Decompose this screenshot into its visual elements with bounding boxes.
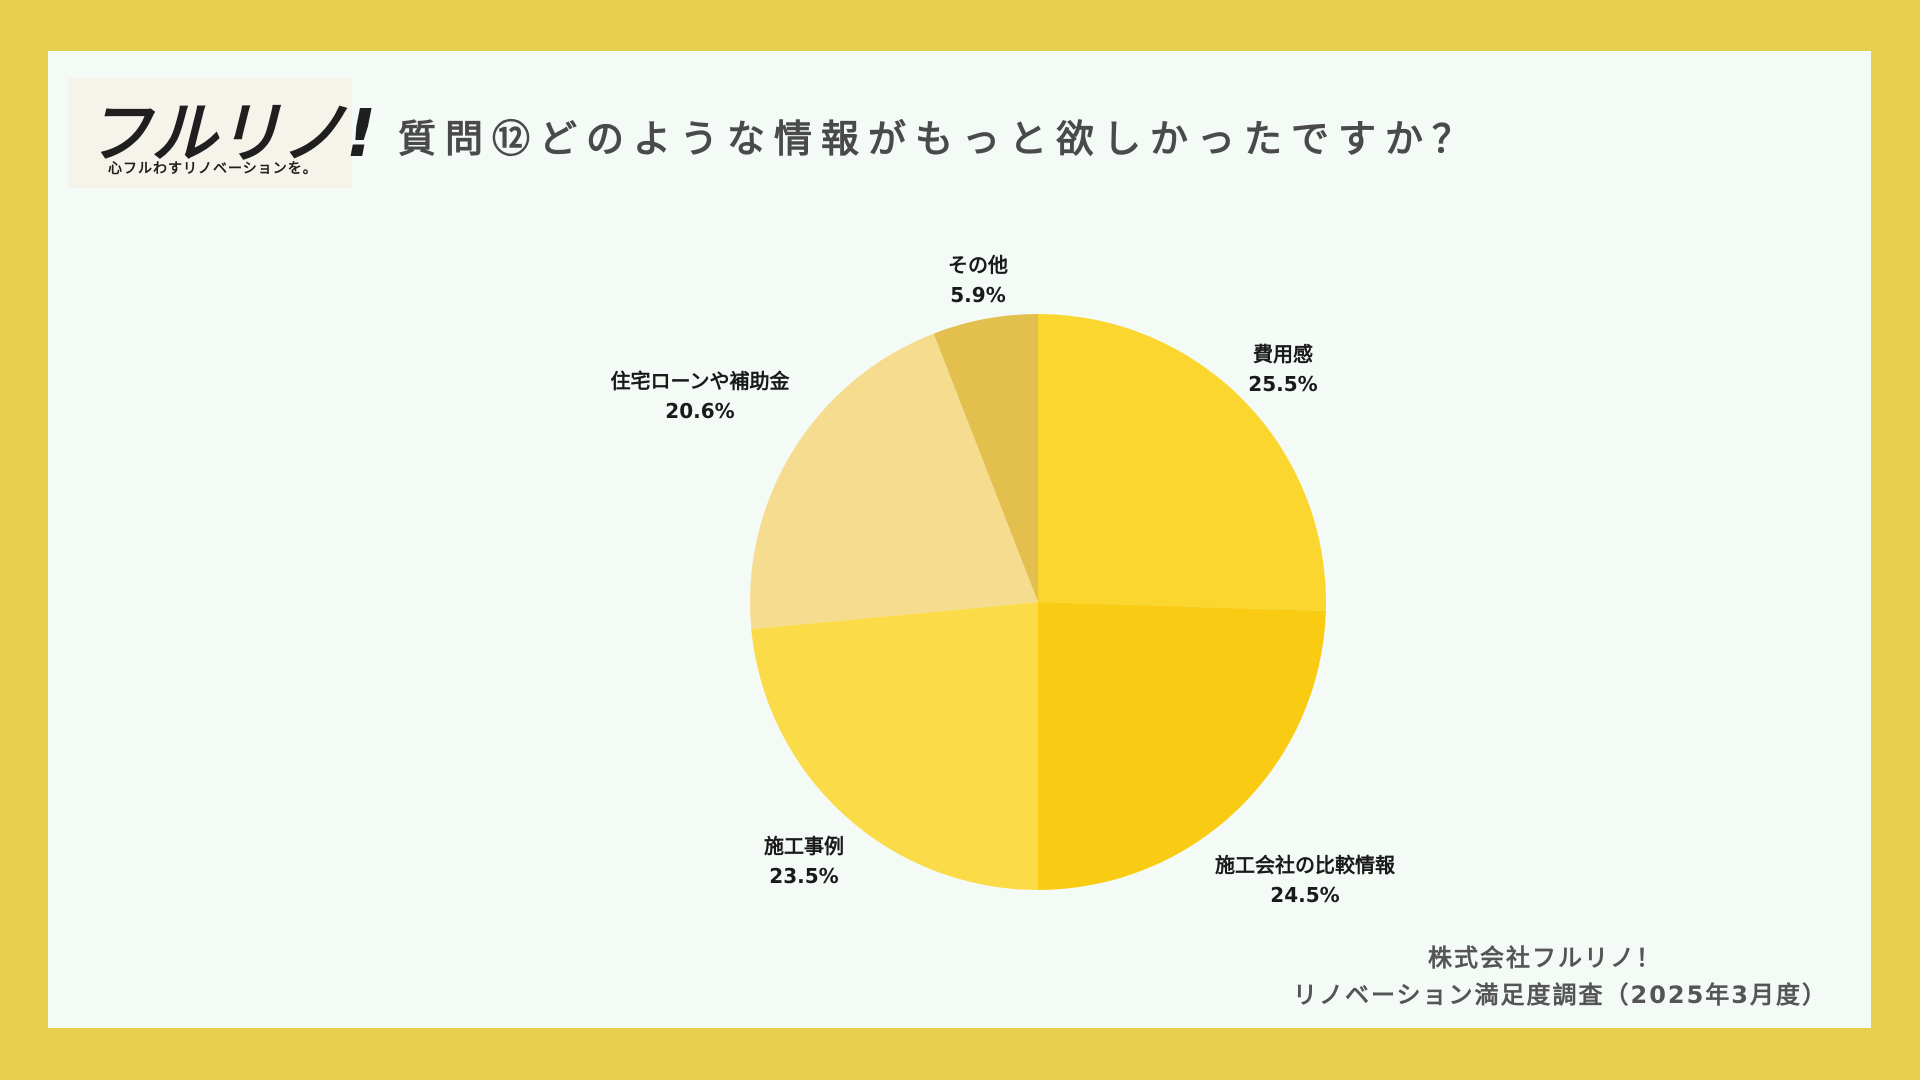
pie-labels: 費用感 25.5% 施工会社の比較情報 24.5% 施工事例 23.5% 住宅ローンや補助金… (611, 253, 1396, 907)
credit-survey: リノベーション満足度調査（2025年3月度） (1292, 981, 1828, 1009)
slice-percent: 20.6% (665, 399, 734, 423)
slice-percent: 5.9% (950, 283, 1005, 307)
pie-slice (933, 314, 1038, 602)
pie-slice (1038, 602, 1326, 891)
pie-slices (750, 314, 1326, 891)
page-title: 質問⑫どのような情報がもっと欲しかったですか？ (398, 117, 1480, 161)
brand-logo: フルリノ! 心フルわすリノベーションを。 (68, 78, 376, 188)
slice-label: 費用感 (1253, 342, 1313, 366)
slice-percent: 24.5% (1270, 883, 1339, 907)
pie-slice (751, 602, 1038, 891)
logo-tagline: 心フルわすリノベーションを。 (108, 161, 318, 177)
pie-slice (1038, 314, 1326, 612)
slice-label: 住宅ローンや補助金 (611, 369, 791, 393)
slice-label: 施工会社の比較情報 (1215, 853, 1396, 877)
pie-slice (750, 333, 1038, 630)
slice-label: その他 (948, 253, 1008, 277)
slice-percent: 23.5% (769, 864, 838, 888)
credit-company: 株式会社フルリノ！ (1428, 944, 1662, 972)
logo-wordmark: フルリノ! (86, 95, 376, 172)
slice-label: 施工事例 (764, 834, 844, 858)
slice-percent: 25.5% (1248, 372, 1317, 396)
